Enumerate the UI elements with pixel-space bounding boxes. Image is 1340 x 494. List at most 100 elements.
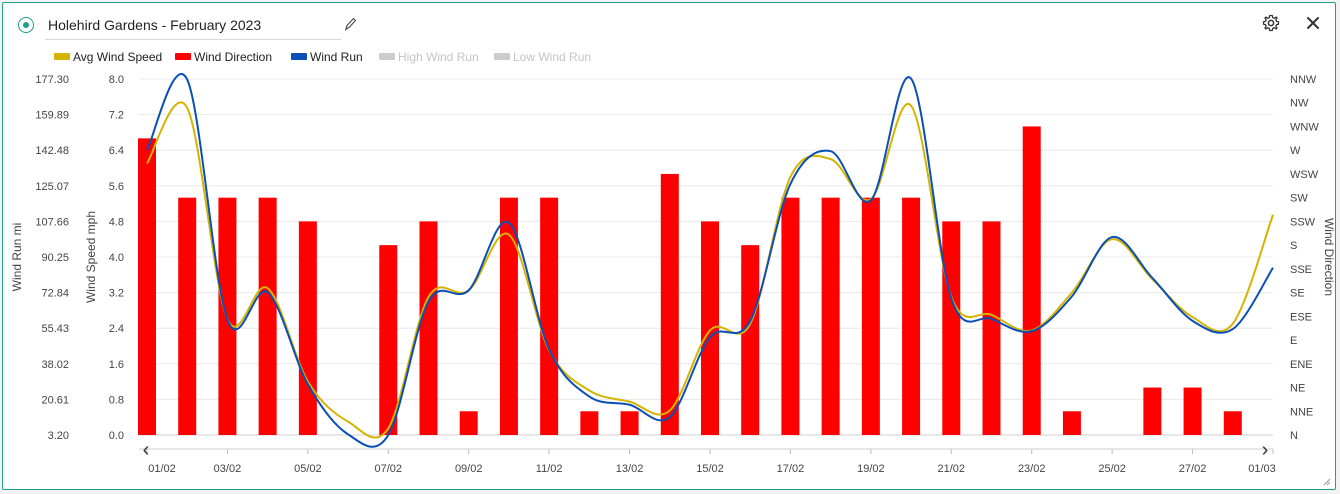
x-tick-label: 25/02 bbox=[1098, 463, 1126, 475]
bar-wind-direction bbox=[379, 245, 398, 435]
y-tick-label-run: 142.48 bbox=[35, 145, 69, 157]
bar-wind-direction bbox=[540, 197, 559, 435]
x-tick-label: 21/02 bbox=[938, 463, 966, 475]
y-tick-label-direction: SE bbox=[1290, 288, 1305, 300]
y-tick-label-run: 90.25 bbox=[41, 252, 69, 264]
y-tick-label-speed: 5.6 bbox=[109, 181, 124, 193]
y-axis-title-direction: Wind Direction bbox=[1322, 218, 1335, 296]
y-tick-label-run: 38.02 bbox=[41, 359, 69, 371]
title-field[interactable]: Holehird Gardens - February 2023 bbox=[45, 11, 341, 40]
y-tick-label-direction: SW bbox=[1290, 193, 1308, 205]
line-wind-run bbox=[146, 73, 1274, 448]
bar-wind-direction bbox=[499, 197, 518, 435]
legend-swatch bbox=[379, 53, 395, 60]
legend-label: Avg Wind Speed bbox=[73, 50, 163, 64]
y-tick-label-run: 177.30 bbox=[35, 74, 69, 86]
bar-wind-direction bbox=[218, 197, 237, 435]
legend-swatch bbox=[175, 53, 191, 60]
y-tick-label-speed: 7.2 bbox=[109, 110, 124, 122]
y-tick-label-run: 55.43 bbox=[41, 323, 69, 335]
y-tick-label-direction: NE bbox=[1290, 383, 1305, 395]
y-tick-label-run: 72.84 bbox=[41, 288, 69, 300]
bar-wind-direction bbox=[1143, 387, 1162, 435]
y-tick-label-speed: 4.8 bbox=[109, 216, 124, 228]
y-tick-label-direction: WNW bbox=[1290, 121, 1319, 133]
y-tick-label-speed: 2.4 bbox=[109, 323, 124, 335]
bar-wind-direction bbox=[660, 173, 679, 435]
bar-wind-direction bbox=[781, 197, 800, 435]
bar-wind-direction bbox=[178, 197, 197, 435]
y-tick-label-direction: WSW bbox=[1290, 169, 1319, 181]
y-tick-label-speed: 6.4 bbox=[109, 145, 124, 157]
y-tick-label-direction: SSW bbox=[1290, 216, 1316, 228]
status-dot-icon bbox=[18, 17, 34, 33]
y-tick-label-speed: 0.8 bbox=[109, 394, 124, 406]
gear-icon[interactable] bbox=[1262, 14, 1280, 32]
x-tick-label: 13/02 bbox=[616, 463, 644, 475]
x-tick-label: 17/02 bbox=[777, 463, 805, 475]
wind-chart: 0.0 3.20 0.8 20.61 1.6 38.02 2.4 55.43 3.2 72.84 4… bbox=[10, 73, 1335, 475]
bar-wind-direction bbox=[902, 197, 921, 435]
bar-wind-direction bbox=[741, 245, 760, 435]
x-tick-label: 05/02 bbox=[294, 463, 322, 475]
bar-wind-direction bbox=[419, 221, 438, 435]
y-tick-label-direction: NNW bbox=[1290, 74, 1317, 86]
bar-wind-direction bbox=[298, 221, 317, 435]
legend-label: Low Wind Run bbox=[513, 50, 592, 64]
resize-handle-icon[interactable] bbox=[1321, 476, 1331, 486]
y-tick-label-run: 20.61 bbox=[41, 394, 69, 406]
legend-label: Wind Run bbox=[310, 50, 363, 64]
bar-wind-direction bbox=[1223, 411, 1242, 435]
bar-wind-direction bbox=[258, 197, 277, 435]
y-tick-label-run: 107.66 bbox=[35, 216, 69, 228]
bar-wind-direction bbox=[1062, 411, 1081, 435]
y-tick-label-direction: N bbox=[1290, 430, 1298, 442]
bar-wind-direction bbox=[942, 221, 961, 435]
pencil-icon[interactable] bbox=[343, 16, 357, 32]
widget-header: Holehird Gardens - February 2023 bbox=[3, 3, 1335, 47]
y-axis-title-speed: Wind Speed mph bbox=[84, 211, 98, 303]
bar-wind-direction bbox=[620, 411, 639, 435]
legend-swatch bbox=[54, 53, 70, 60]
x-tick-label: 11/02 bbox=[536, 463, 563, 475]
y-tick-label-direction: E bbox=[1290, 335, 1297, 347]
x-tick-label: 23/02 bbox=[1018, 463, 1046, 475]
y-tick-label-direction: ENE bbox=[1290, 359, 1313, 371]
x-tick-label: 01/03 bbox=[1248, 463, 1276, 475]
y-tick-label-run: 3.20 bbox=[48, 430, 69, 442]
y-tick-label-speed: 3.2 bbox=[109, 288, 124, 300]
y-tick-label-speed: 1.6 bbox=[109, 359, 124, 371]
y-tick-label-run: 125.07 bbox=[35, 181, 69, 193]
legend-label: High Wind Run bbox=[398, 50, 479, 64]
x-tick-label: 01/02 bbox=[148, 463, 176, 475]
y-tick-label-run: 159.89 bbox=[35, 110, 69, 122]
bar-wind-direction bbox=[1022, 126, 1041, 435]
widget-title: Holehird Gardens - February 2023 bbox=[48, 17, 262, 33]
legend-label: Wind Direction bbox=[194, 50, 273, 64]
x-tick-label: 15/02 bbox=[696, 463, 724, 475]
y-tick-label-direction: ESE bbox=[1290, 311, 1312, 323]
next-arrow-icon[interactable]: › bbox=[1262, 439, 1269, 461]
legend-swatch bbox=[291, 53, 307, 60]
line-avg-wind-speed bbox=[146, 101, 1274, 439]
y-tick-label-direction: S bbox=[1290, 240, 1297, 252]
y-tick-label-speed: 4.0 bbox=[109, 252, 124, 264]
y-tick-label-direction: W bbox=[1290, 145, 1301, 157]
legend-swatch bbox=[494, 53, 510, 60]
close-icon[interactable] bbox=[1305, 15, 1321, 31]
bar-wind-direction bbox=[701, 221, 719, 435]
x-tick-label: 19/02 bbox=[857, 463, 885, 475]
x-tick-label: 27/02 bbox=[1179, 463, 1207, 475]
prev-arrow-icon[interactable]: ‹ bbox=[143, 439, 150, 461]
y-axis-title-run: Wind Run mi bbox=[10, 223, 24, 292]
y-tick-label-speed: 0.0 bbox=[109, 430, 124, 442]
bar-wind-direction bbox=[821, 197, 840, 435]
y-tick-label-direction: NW bbox=[1290, 98, 1309, 110]
x-tick-label: 09/02 bbox=[455, 463, 483, 475]
bar-wind-direction bbox=[580, 411, 599, 435]
y-tick-label-speed: 8.0 bbox=[109, 74, 124, 86]
bar-wind-direction bbox=[982, 221, 1001, 435]
y-tick-label-direction: SSE bbox=[1290, 264, 1312, 276]
bar-wind-direction bbox=[861, 197, 880, 435]
